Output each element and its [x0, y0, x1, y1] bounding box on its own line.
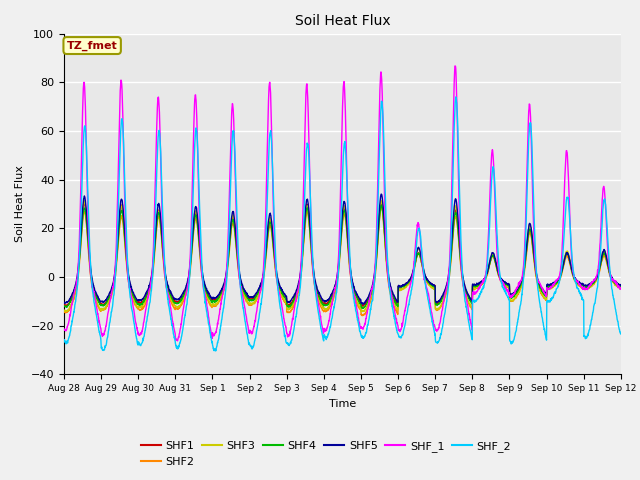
Legend: SHF1, SHF2, SHF3, SHF4, SHF5, SHF_1, SHF_2: SHF1, SHF2, SHF3, SHF4, SHF5, SHF_1, SHF…	[136, 437, 516, 471]
Y-axis label: Soil Heat Flux: Soil Heat Flux	[15, 166, 25, 242]
X-axis label: Time: Time	[329, 399, 356, 408]
Text: TZ_fmet: TZ_fmet	[67, 40, 118, 51]
Title: Soil Heat Flux: Soil Heat Flux	[294, 14, 390, 28]
